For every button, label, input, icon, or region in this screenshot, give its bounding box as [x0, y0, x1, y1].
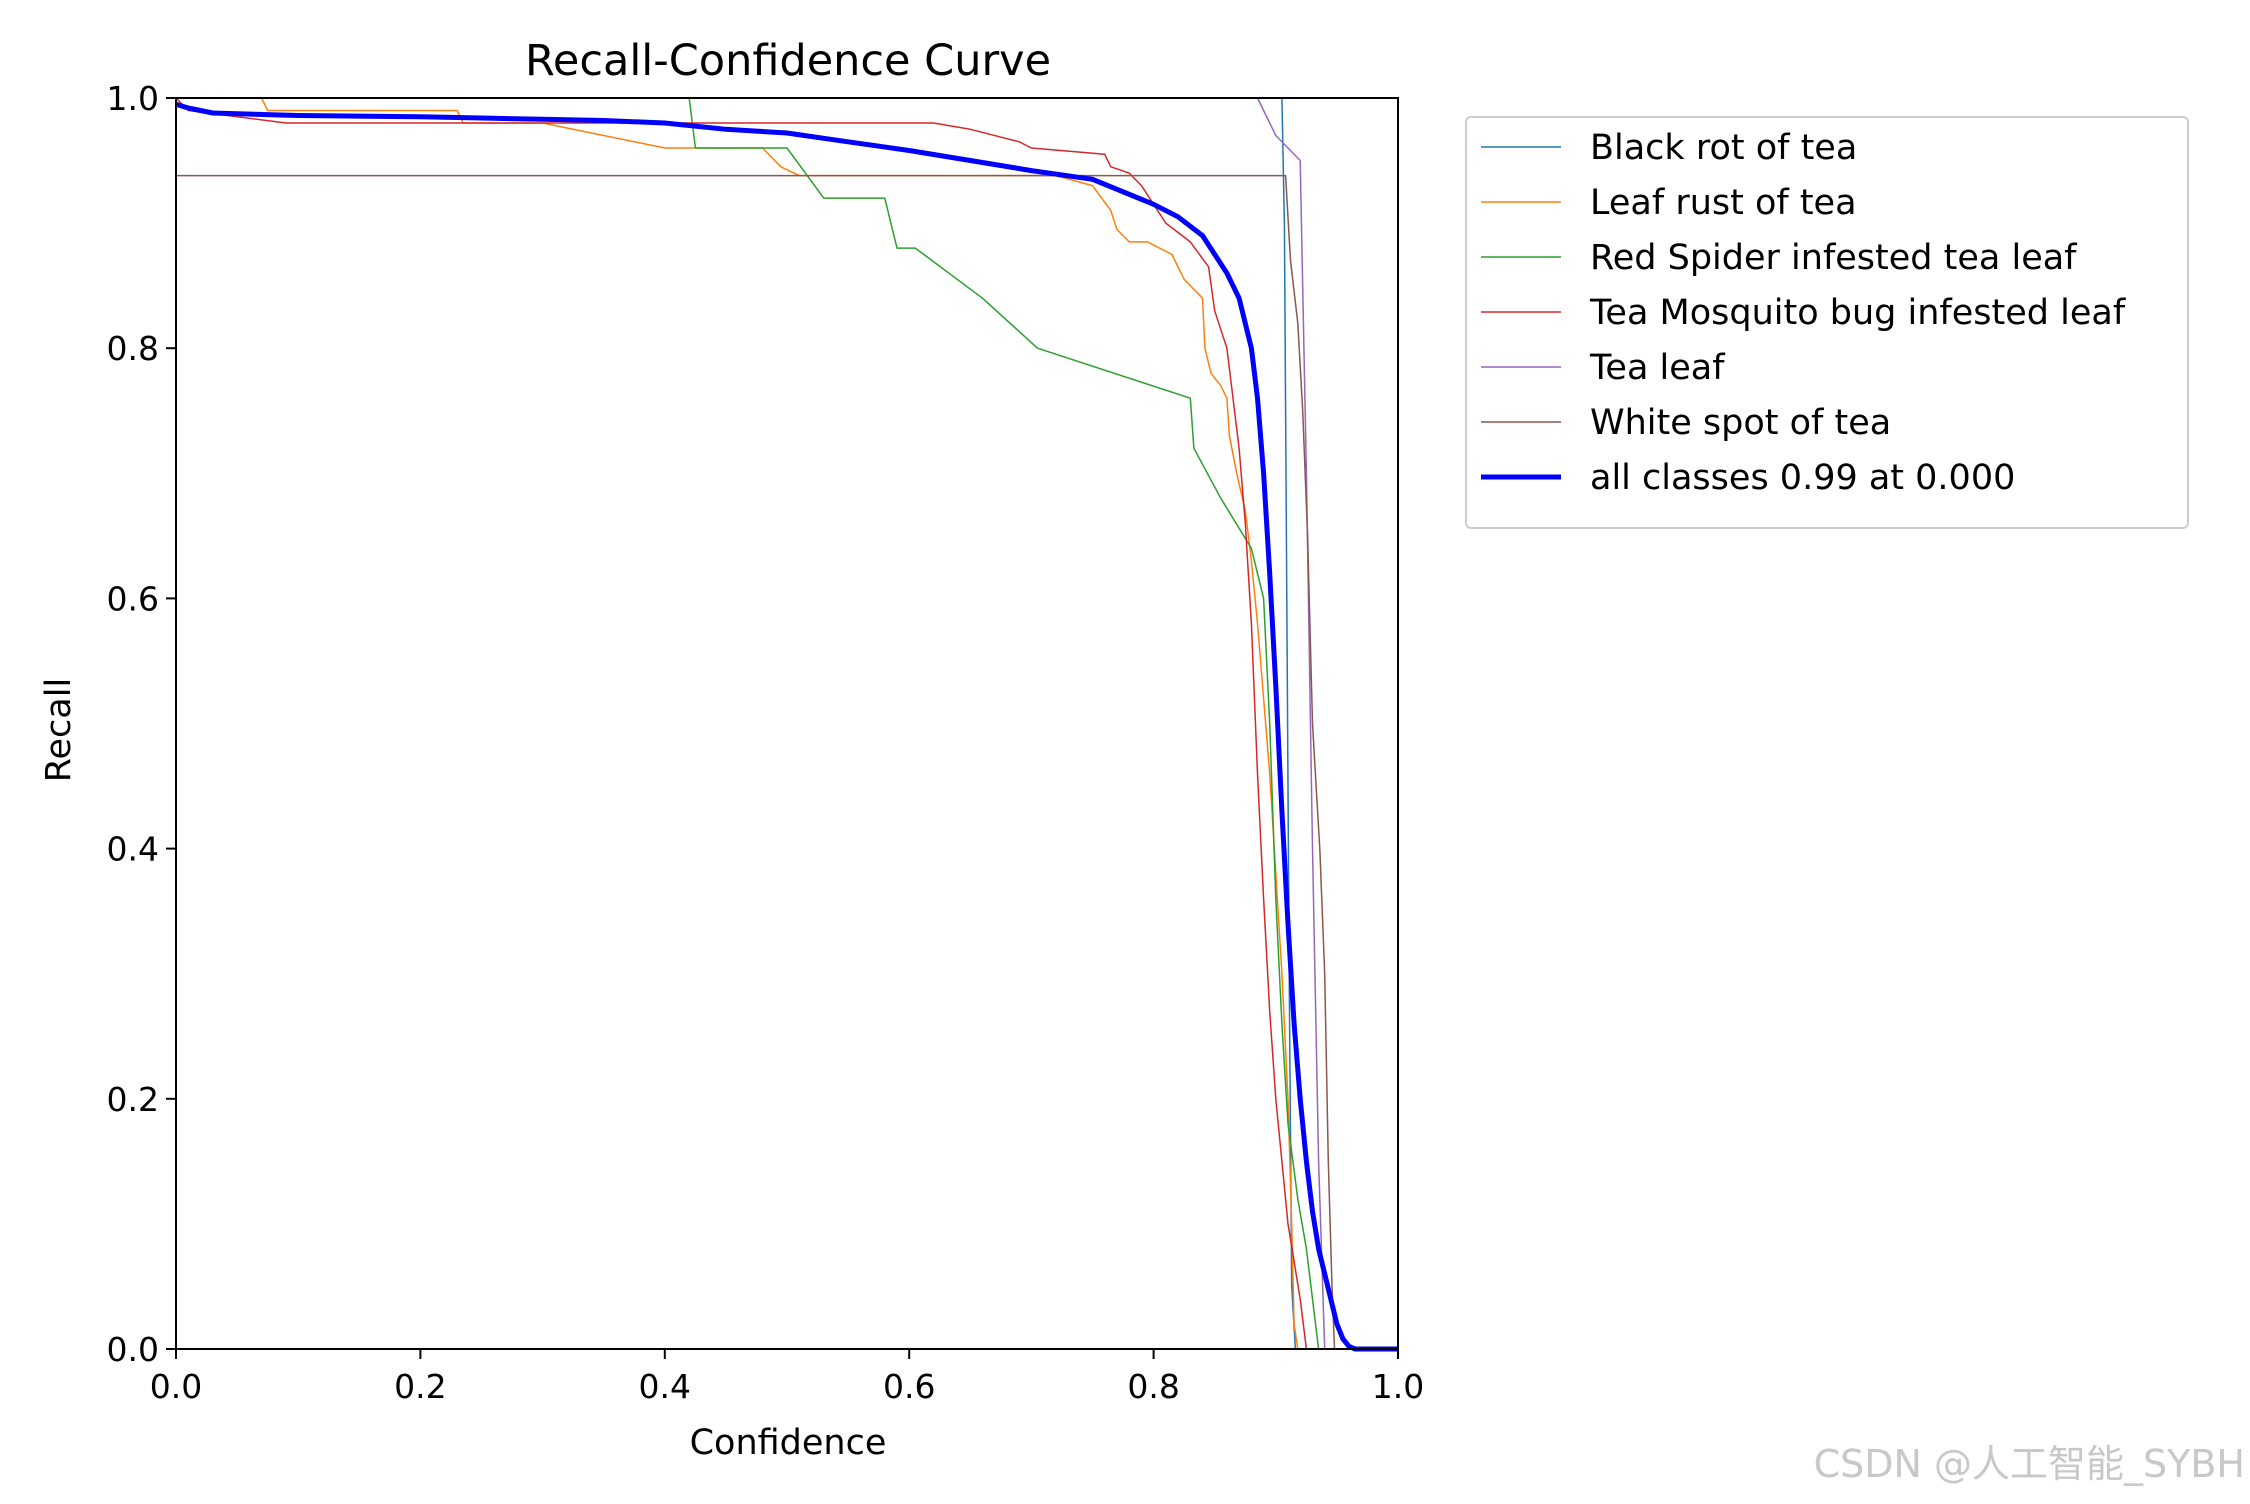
y-tick-label: 0.6	[107, 579, 159, 618]
y-tick-label: 0.8	[107, 329, 159, 368]
axes-layer: 0.0 0.2 0.4 0.6 0.8 1.0 0.0 0.2 0.4 0.6 0.8 1.0	[107, 79, 1425, 1406]
x-tick-label: 0.8	[1127, 1367, 1179, 1406]
y-tick-label: 0.4	[107, 830, 159, 869]
legend-box	[1465, 116, 2189, 529]
x-tick-label: 0.4	[639, 1367, 691, 1406]
series-layer	[176, 97, 1398, 1352]
legend: Black rot of tea Leaf rust of tea Red Spid…	[1465, 116, 2189, 529]
legend-entry-label: Tea Mosquito bug infested leaf	[1589, 293, 2126, 333]
series-line-5	[1256, 97, 1398, 1350]
x-axis-label: Confidence	[690, 1423, 887, 1463]
plot-frame	[175, 97, 1399, 1350]
series-line-4	[176, 97, 1398, 1350]
y-axis-label: Recall	[39, 678, 79, 782]
x-tick-label: 0.0	[150, 1367, 202, 1406]
legend-entry-label: Leaf rust of tea	[1590, 183, 1857, 223]
watermark-text: CSDN @人工智能_SYBH	[1814, 1442, 2245, 1486]
legend-entry-label: all classes 0.99 at 0.000	[1590, 458, 2015, 498]
legend-entry-label: White spot of tea	[1590, 403, 1891, 443]
legend-entry-label: Black rot of tea	[1590, 128, 1857, 168]
x-tick-label: 0.6	[883, 1367, 935, 1406]
series-line-7	[176, 101, 1398, 1352]
x-tick-label: 1.0	[1372, 1367, 1424, 1406]
series-line-3	[688, 97, 1398, 1350]
y-tick-label: 1.0	[107, 79, 159, 118]
series-line-6	[176, 174, 1398, 1350]
y-tick-label: 0.0	[107, 1330, 159, 1369]
x-tick-label: 0.2	[394, 1367, 446, 1406]
legend-entry-label: Tea leaf	[1589, 348, 1725, 388]
chart-title: Recall-Confidence Curve	[525, 36, 1051, 86]
y-tick-label: 0.2	[107, 1080, 159, 1119]
legend-entry-label: Red Spider infested tea leaf	[1590, 238, 2077, 278]
